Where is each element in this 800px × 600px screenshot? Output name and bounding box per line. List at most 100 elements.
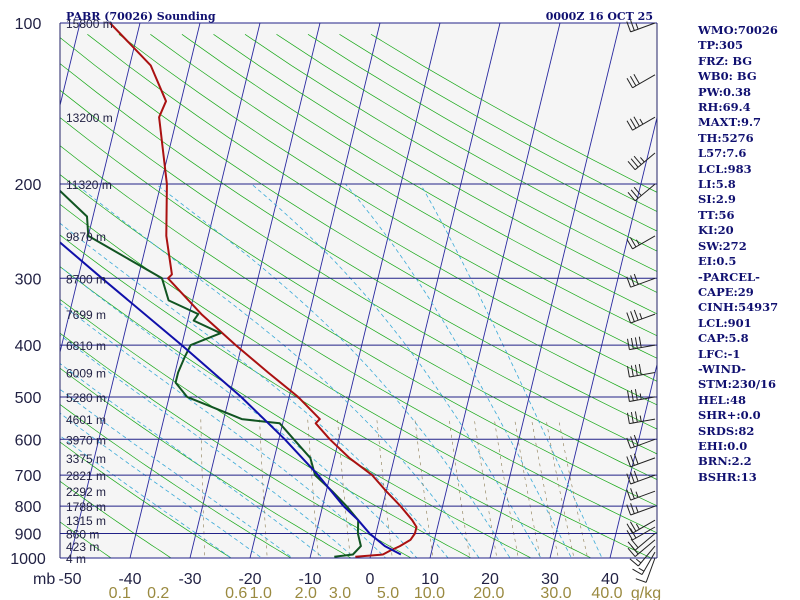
wind-barb bbox=[626, 519, 656, 534]
temperature-tick-label: 0 bbox=[366, 571, 375, 588]
height-label: 4601 m bbox=[66, 413, 106, 427]
wind-barb bbox=[629, 545, 656, 567]
dry-adiabat-line bbox=[244, 34, 657, 272]
height-label: 4 m bbox=[66, 552, 86, 566]
dry-adiabat-line bbox=[60, 117, 657, 480]
height-label: 6009 m bbox=[66, 366, 106, 380]
height-label: 2821 m bbox=[66, 469, 106, 483]
sounding-index-item: -PARCEL- bbox=[698, 269, 760, 284]
moist-adiabat-line bbox=[60, 302, 387, 558]
temperature-tick-label: -40 bbox=[118, 571, 141, 588]
pressure-tick-label: 500 bbox=[15, 390, 42, 407]
wind-barb bbox=[627, 533, 656, 551]
moist-adiabat-line bbox=[420, 183, 603, 558]
wind-barb bbox=[627, 183, 656, 202]
height-label: 13200 m bbox=[66, 111, 113, 125]
height-label: 1788 m bbox=[66, 500, 106, 514]
pressure-tick-label: 1000 bbox=[10, 551, 46, 568]
wind-barb bbox=[626, 309, 656, 324]
temperature-tick-labels: -50 -40 -30 -20 -10 0 10 20 30 40 bbox=[58, 571, 619, 588]
chart-timestamp: 0000Z 16 OCT 25 bbox=[546, 10, 653, 23]
dry-adiabat-line bbox=[60, 367, 352, 558]
wind-barb bbox=[626, 488, 656, 501]
moist-adiabat-line bbox=[345, 183, 572, 558]
dry-adiabat-line bbox=[87, 34, 657, 382]
height-label: 7699 m bbox=[66, 308, 106, 322]
wind-barb bbox=[626, 273, 656, 288]
height-label: 2292 m bbox=[66, 485, 106, 499]
wind-barb bbox=[627, 389, 656, 402]
pressure-tick-label: 800 bbox=[15, 499, 42, 516]
pressure-tick-label: 100 bbox=[15, 16, 42, 33]
parcel-profile-line bbox=[60, 241, 402, 556]
wind-barb bbox=[626, 470, 656, 485]
dry-adiabat-line bbox=[60, 89, 657, 455]
mixing-ratio-tick-label: 40.0 bbox=[591, 585, 622, 600]
sounding-index-item: TP:305 bbox=[698, 38, 744, 53]
wind-barb bbox=[627, 336, 656, 351]
moist-adiabat-line bbox=[251, 183, 542, 558]
moist-adiabat-line bbox=[60, 334, 356, 558]
sounding-index-item: LCL:901 bbox=[698, 315, 752, 330]
height-label: 6810 m bbox=[66, 339, 106, 353]
dry-adiabat-line bbox=[276, 34, 657, 252]
sounding-index-item: HEL:48 bbox=[698, 392, 746, 407]
sounding-index-item: L57:7.6 bbox=[698, 146, 747, 161]
height-label: 423 m bbox=[66, 540, 99, 554]
chart-title: PABR (70026) Sounding bbox=[66, 10, 216, 23]
sounding-index-item: SHR+:0.0 bbox=[698, 408, 761, 423]
mixing-ratio-tick-label: 10.0 bbox=[414, 585, 445, 600]
isotherm-line bbox=[489, 23, 621, 558]
y-axis-unit-label: mb bbox=[33, 571, 55, 588]
moist-adiabat-line bbox=[60, 265, 418, 558]
moist-adiabat-line bbox=[60, 388, 294, 558]
dry-adiabat-line bbox=[213, 34, 657, 293]
mixing-ratio-tick-label: 20.0 bbox=[473, 585, 504, 600]
pressure-tick-label: 700 bbox=[15, 468, 42, 485]
diagram-background-lines bbox=[60, 23, 657, 558]
sounding-index-item: SW:272 bbox=[698, 238, 747, 253]
sounding-index-item: LFC:-1 bbox=[698, 346, 741, 361]
height-label: 5280 m bbox=[66, 391, 106, 405]
sounding-index-item: SI:2.9 bbox=[698, 192, 736, 207]
isotherm-line bbox=[429, 23, 561, 558]
sounding-index-item: WMO:70026 bbox=[698, 23, 778, 37]
dry-adiabat-line bbox=[60, 480, 172, 558]
sounding-index-item: WB0: BG bbox=[698, 69, 757, 84]
height-label: 8700 m bbox=[66, 272, 106, 286]
dry-adiabat-line bbox=[60, 37, 657, 406]
dry-adiabat-line bbox=[60, 404, 292, 558]
wind-barb bbox=[632, 551, 656, 576]
isotherm-line bbox=[129, 23, 261, 558]
isotherm-line bbox=[609, 362, 657, 558]
wind-barb bbox=[626, 116, 656, 131]
dry-adiabat-line bbox=[60, 441, 232, 558]
mixing-ratio-tick-label: 0.6 bbox=[225, 585, 247, 600]
sounding-index-item: LCL:983 bbox=[698, 161, 752, 176]
dry-adiabat-line bbox=[60, 332, 412, 558]
wind-barb bbox=[626, 434, 656, 449]
temperature-tick-label: -20 bbox=[238, 571, 261, 588]
dry-adiabat-line bbox=[181, 34, 657, 315]
pressure-tick-label: 900 bbox=[15, 527, 42, 544]
sounding-index-item: SRDS:82 bbox=[698, 423, 755, 438]
pressure-tick-label: 600 bbox=[15, 432, 42, 449]
mixing-ratio-tick-label: 3.0 bbox=[329, 585, 351, 600]
sounding-indices-panel: WMO:70026 TP:305 FRZ: BG WB0: BG PW:0.38 RH:6… bbox=[698, 23, 798, 485]
sounding-index-item: KI:20 bbox=[698, 223, 734, 238]
wind-barb bbox=[635, 557, 656, 583]
sounding-index-item: STM:230/16 bbox=[698, 377, 777, 392]
sounding-index-item: BRN:2.2 bbox=[698, 454, 752, 469]
temperature-tick-label: 30 bbox=[541, 571, 559, 588]
sounding-index-item: CAP:5.8 bbox=[698, 331, 749, 346]
mixing-ratio-tick-label: 1.0 bbox=[250, 585, 272, 600]
sounding-index-item: TT:56 bbox=[698, 207, 735, 222]
sounding-index-item: FRZ: BG bbox=[698, 53, 753, 68]
pressure-tick-labels: 100 200 300 400 500 600 700 800 900 1000 bbox=[10, 16, 46, 568]
sounding-index-item: LI:5.8 bbox=[698, 177, 736, 192]
temperature-tick-label: -30 bbox=[178, 571, 201, 588]
dry-adiabat-line bbox=[60, 145, 657, 507]
pressure-tick-label: 300 bbox=[15, 271, 42, 288]
pressure-tick-label: 200 bbox=[15, 177, 42, 194]
